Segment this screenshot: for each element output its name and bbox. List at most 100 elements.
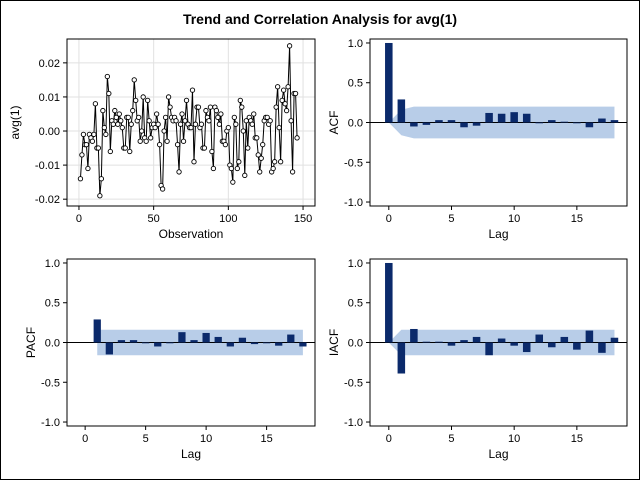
- acf-bar-lag-11: [522, 113, 531, 123]
- acf-bar-lag-17: [598, 118, 606, 123]
- trend-point-102: [228, 165, 234, 172]
- iacf-y-axis-label: IACF: [327, 329, 341, 356]
- pacf-bar-lag-18: [299, 342, 307, 347]
- trend-point-23: [110, 121, 116, 127]
- acf-y-tick-label-4: 1.0: [348, 38, 363, 50]
- trend-y-axis-label: avg(1): [8, 105, 22, 139]
- trend-point-123: [260, 142, 266, 148]
- trend-point-18: [103, 131, 109, 138]
- trend-point-9: [89, 138, 96, 144]
- trend-point-94: [216, 121, 223, 127]
- trend-point-66: [174, 142, 181, 148]
- trend-point-103: [230, 179, 236, 185]
- trend-point-117: [251, 111, 257, 117]
- iacf-bar-lag-13: [548, 342, 556, 348]
- trend-point-111: [242, 172, 248, 178]
- pacf-y-tick-label-0: -1.0: [41, 417, 60, 429]
- trend-point-121: [257, 169, 263, 175]
- trend-point-122: [258, 155, 264, 161]
- iacf-bar-lag-15: [573, 342, 581, 350]
- trend-point-58: [162, 114, 169, 121]
- trend-point-77: [191, 159, 197, 165]
- trend-point-60: [165, 94, 172, 100]
- pacf-bar-lag-5: [142, 342, 150, 344]
- trend-point-57: [161, 128, 167, 134]
- pacf-bar-lag-4: [129, 340, 138, 343]
- trend-point-90: [210, 165, 217, 172]
- acf-bar-lag-16: [585, 122, 594, 128]
- pacf-bar-lag-1: [93, 319, 101, 343]
- iacf-y-tick-label-0: -1.0: [344, 417, 363, 429]
- trend-point-136: [279, 97, 285, 103]
- iacf-bar-lag-11: [522, 342, 531, 353]
- acf-bar-lag-6: [460, 122, 468, 128]
- pacf-y-tick-label-3: 0.5: [45, 298, 60, 310]
- iacf-bar-lag-17: [598, 342, 606, 353]
- trend-point-14: [97, 193, 103, 199]
- trend-point-21: [107, 148, 113, 155]
- pacf-bar-lag-3: [117, 340, 126, 343]
- trend-y-tick-label-1: -0.01: [35, 160, 60, 172]
- trend-point-42: [139, 128, 145, 134]
- acf-x-tick-label-2: 10: [508, 213, 520, 225]
- pacf-bar-lag-9: [190, 340, 198, 343]
- trend-point-2: [79, 152, 85, 158]
- iacf-bar-lag-16: [585, 330, 594, 343]
- trend-point-37: [131, 77, 137, 83]
- trend-point-29: [119, 124, 125, 131]
- pacf-panel: 0 5 10 15 -1.0 -0.5 0.0 0.5 1.0 Lag PACF: [24, 258, 316, 461]
- pacf-x-tick-label-3: 15: [260, 433, 272, 445]
- iacf-bar-lag-0: [385, 262, 393, 343]
- trend-point-119: [254, 135, 260, 141]
- iacf-bar-lag-14: [560, 336, 569, 343]
- trend-point-100: [225, 124, 231, 131]
- trend-point-107: [236, 159, 242, 165]
- trend-point-113: [245, 145, 251, 151]
- acf-bar-lag-0: [385, 42, 393, 123]
- trend-point-139: [283, 107, 290, 114]
- trend-point-95: [218, 111, 224, 117]
- iacf-bar-lag-3: [422, 341, 431, 343]
- trend-point-71: [182, 118, 188, 124]
- trend-point-85: [203, 107, 209, 114]
- trend-point-82: [198, 121, 205, 127]
- trend-point-84: [201, 145, 208, 151]
- iacf-bar-lag-5: [447, 342, 456, 346]
- trend-point-87: [206, 118, 212, 124]
- trend-point-106: [234, 165, 240, 172]
- acf-x-tick-label-1: 5: [448, 213, 454, 225]
- pacf-bar-lag-13: [238, 337, 247, 343]
- trend-point-72: [183, 97, 190, 103]
- pacf-bar-lag-7: [166, 342, 174, 344]
- trend-x-tick-label-0: 0: [76, 213, 82, 225]
- trend-point-92: [213, 107, 220, 114]
- iacf-bar-lag-6: [460, 340, 468, 343]
- pacf-x-tick-label-1: 5: [143, 433, 149, 445]
- trend-point-78: [192, 121, 199, 127]
- trend-point-146: [294, 135, 300, 141]
- trend-point-109: [239, 104, 245, 110]
- trend-point-135: [277, 159, 284, 165]
- acf-x-tick-label-0: 0: [386, 213, 392, 225]
- trend-point-6: [85, 165, 91, 172]
- acf-bar-lag-12: [535, 122, 544, 124]
- iacf-bar-lag-2: [410, 328, 418, 343]
- iacf-x-tick-label-0: 0: [386, 433, 392, 445]
- pacf-bar-lag-11: [214, 336, 222, 343]
- pacf-x-axis-label: Lag: [181, 447, 201, 461]
- acf-bar-lag-4: [435, 120, 443, 123]
- trend-y-tick-label-2: 0.00: [39, 126, 60, 138]
- trend-point-76: [189, 87, 196, 93]
- trend-point-61: [167, 104, 173, 110]
- iacf-x-tick-label-1: 5: [448, 433, 454, 445]
- pacf-bar-lag-10: [202, 332, 210, 343]
- pacf-y-tick-label-2: 0.0: [45, 338, 60, 350]
- pacf-bar-lag-12: [226, 342, 234, 347]
- trend-point-3: [80, 131, 87, 138]
- trend-point-10: [91, 131, 97, 138]
- pacf-x-tick-label-2: 10: [200, 433, 212, 445]
- pacf-bar-lag-14: [250, 342, 259, 345]
- trend-point-110: [240, 128, 246, 134]
- trend-point-133: [275, 84, 281, 90]
